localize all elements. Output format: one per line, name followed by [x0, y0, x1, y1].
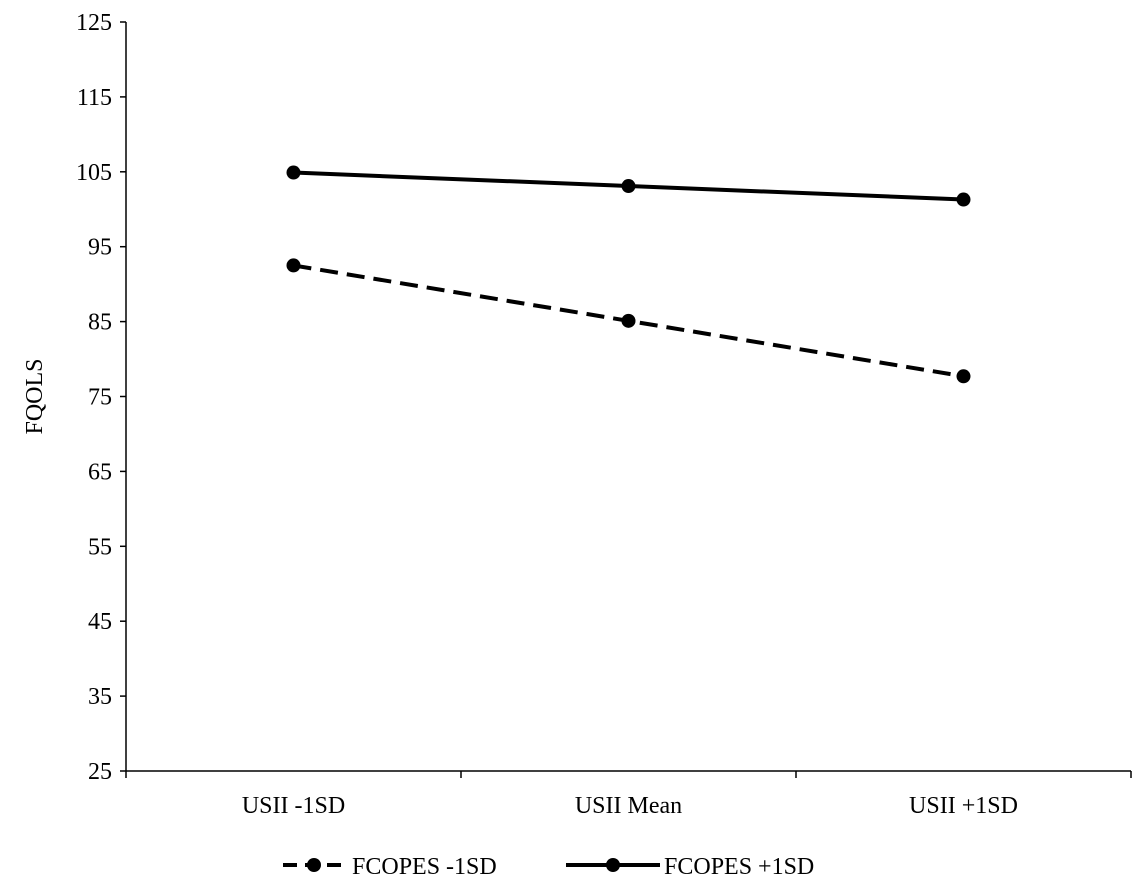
y-tick-label: 75	[88, 385, 112, 411]
data-point	[621, 313, 636, 328]
y-axis: 25 35 45 55 65 75 85 95 105 115 125	[76, 10, 127, 785]
series-layer	[286, 165, 971, 384]
y-tick-label: 45	[88, 609, 112, 635]
y-tick-label: 125	[76, 10, 112, 36]
legend-swatch-marker	[606, 858, 620, 872]
data-point	[621, 179, 636, 194]
x-tick-label: USII Mean	[575, 793, 682, 819]
y-tick-label: 105	[76, 160, 112, 186]
data-point	[286, 165, 301, 180]
y-tick-label: 25	[88, 759, 112, 785]
legend: FCOPES -1SD FCOPES +1SD	[283, 854, 814, 880]
y-axis-title: FQOLS	[22, 358, 48, 434]
data-point	[286, 258, 301, 273]
legend-label: FCOPES -1SD	[352, 854, 497, 880]
x-tick-label: USII +1SD	[909, 793, 1018, 819]
x-axis: USII -1SD USII Mean USII +1SD	[125, 770, 1132, 819]
y-tick-label: 95	[88, 235, 112, 261]
legend-swatch-marker	[307, 858, 321, 872]
data-point	[956, 192, 971, 207]
data-point	[956, 369, 971, 384]
x-tick-label: USII -1SD	[242, 793, 345, 819]
y-tick-label: 55	[88, 534, 112, 560]
y-tick-label: 35	[88, 684, 112, 710]
y-tick-label: 65	[88, 459, 112, 485]
y-tick-label: 115	[77, 85, 112, 111]
y-tick-label: 85	[88, 310, 112, 336]
legend-label: FCOPES +1SD	[664, 854, 814, 880]
